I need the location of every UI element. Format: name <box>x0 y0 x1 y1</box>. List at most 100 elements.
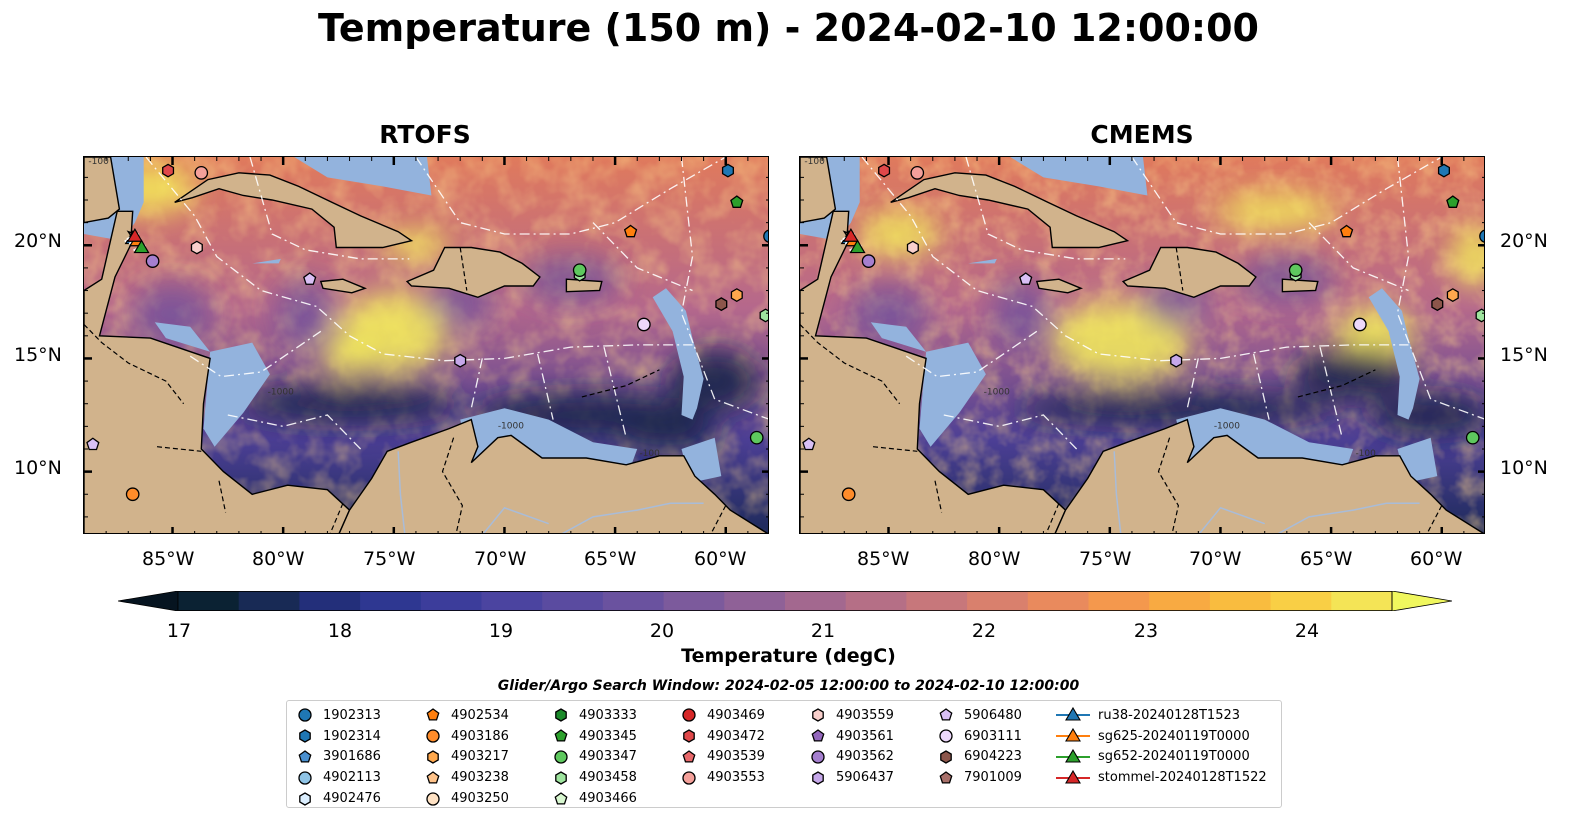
argo-float-6903111 <box>1353 317 1367 332</box>
pentagon-marker-icon <box>811 729 825 742</box>
legend-label: 4903539 <box>707 749 765 765</box>
colorbar-swatch <box>1209 591 1272 611</box>
legend-label: 7901009 <box>964 770 1022 786</box>
argo-float-4903347b <box>749 430 764 445</box>
lon-tick-85w-b: 85°W <box>857 548 910 570</box>
legend-item-4903466: 4903466 <box>551 788 637 809</box>
legend: 1902313 1902314 3901686 4902113 4902476 49025… <box>286 700 1282 808</box>
legend-item-sg652-20240119T0000: sg652-20240119T0000 <box>1056 747 1267 768</box>
cmems-map[interactable]: -100 -1000 -100 -1000 <box>799 156 1485 534</box>
legend-item-1902314: 1902314 <box>295 726 381 747</box>
colorbar-tick-22: 22 <box>971 620 997 642</box>
legend-label: 4903472 <box>707 728 765 744</box>
colorbar-over-extension <box>1391 590 1453 612</box>
search-window-caption: Glider/Argo Search Window: 2024-02-05 12… <box>497 678 1080 694</box>
circle-marker-icon <box>811 750 825 764</box>
legend-label: 5906480 <box>964 707 1022 723</box>
colorbar-swatch <box>420 591 483 611</box>
legend-label: 4902113 <box>323 770 381 786</box>
pentagon-marker-icon <box>298 750 312 763</box>
colorbar-swatch <box>845 591 907 611</box>
colorbar-swatch <box>724 591 786 611</box>
rtofs-map[interactable]: -100 -1000 -100 -1000 <box>83 156 769 534</box>
argo-float-1902314 <box>721 163 734 178</box>
argo-float-1902313 <box>1479 229 1484 243</box>
isobath-label: -100 <box>639 449 660 459</box>
lon-tick-65w-b: 65°W <box>1300 548 1353 570</box>
legend-item-4903562: 4903562 <box>808 747 894 768</box>
argo-float-5906480b <box>86 437 100 451</box>
legend-label: 4903250 <box>451 791 509 807</box>
pentagon-marker-icon <box>426 708 440 721</box>
legend-label: stommel-20240128T1522 <box>1098 770 1267 786</box>
legend-item-4903539: 4903539 <box>679 747 765 768</box>
argo-float-4903562 <box>145 254 160 268</box>
lat-tick-right-10n: 10°N <box>1500 457 1548 479</box>
argo-float-4903345 <box>1446 195 1460 208</box>
colorbar-tick-20: 20 <box>649 620 675 642</box>
legend-label: 4903333 <box>579 707 637 723</box>
colorbar-tick-24: 24 <box>1294 620 1320 642</box>
argo-float-5906480b <box>802 437 816 451</box>
isobath-label: -100 <box>1355 449 1376 459</box>
legend-item-4903333: 4903333 <box>551 705 637 726</box>
hexagon-marker-icon <box>555 708 567 723</box>
colorbar <box>117 590 1453 612</box>
argo-float-5906437 <box>1170 353 1183 368</box>
lat-tick-left-10n: 10°N <box>14 457 62 479</box>
legend-item-6904223: 6904223 <box>936 747 1022 768</box>
lon-tick-85w: 85°W <box>142 548 195 570</box>
argo-float-4903217 <box>730 288 743 303</box>
legend-label: 4903345 <box>579 728 637 744</box>
pentagon-marker-icon <box>554 791 568 805</box>
legend-item-4903458: 4903458 <box>551 767 637 788</box>
argo-float-4903458b <box>759 308 768 323</box>
circle-marker-icon <box>298 771 312 785</box>
legend-item-4902113: 4902113 <box>295 767 381 788</box>
legend-label: 3901686 <box>323 749 381 765</box>
circle-marker-icon <box>554 750 568 764</box>
legend-label: 4903553 <box>707 770 765 786</box>
argo-float-4903345 <box>730 195 744 208</box>
legend-item-4903345: 4903345 <box>551 726 637 747</box>
colorbar-tick-21: 21 <box>810 620 836 642</box>
argo-float-4903553 <box>194 165 209 180</box>
argo-float-4903347 <box>1288 263 1303 278</box>
argo-float-6903111 <box>637 317 651 332</box>
colorbar-swatch <box>1149 591 1211 611</box>
argo-float-5906480 <box>303 272 317 285</box>
argo-float-4903347 <box>572 263 587 278</box>
argo-float-4903186 <box>125 487 140 502</box>
colorbar-swatch <box>906 591 968 611</box>
legend-label: 4903347 <box>579 749 637 765</box>
triangle-marker-icon <box>1056 769 1090 784</box>
triangle-marker-icon <box>1056 748 1090 763</box>
legend-item-4902534: 4902534 <box>423 705 509 726</box>
glider-stommel-20240128T1522 <box>126 228 143 242</box>
legend-label: 4902534 <box>451 707 509 723</box>
colorbar-swatch <box>1331 591 1393 611</box>
circle-marker-icon <box>682 708 696 723</box>
legend-item-4903472: 4903472 <box>679 726 765 747</box>
legend-item-7901009: 7901009 <box>936 767 1022 788</box>
triangle-marker-icon <box>1056 707 1090 721</box>
lon-tick-65w: 65°W <box>584 548 637 570</box>
colorbar-label: Temperature (degC) <box>681 645 896 667</box>
legend-item-6903111: 6903111 <box>936 726 1022 747</box>
legend-column: 4902534 4903186 4903217 4903238 4903250 <box>423 705 509 809</box>
legend-label: 4903466 <box>579 791 637 807</box>
legend-item-5906437: 5906437 <box>808 767 894 788</box>
legend-label: 4902476 <box>323 791 381 807</box>
legend-item-4903238: 4903238 <box>423 767 509 788</box>
hexagon-marker-icon <box>299 791 311 806</box>
argo-float-4903472 <box>162 163 175 178</box>
legend-item-5906480: 5906480 <box>936 705 1022 726</box>
hexagon-marker-icon <box>940 750 952 764</box>
lat-tick-left-15n: 15°N <box>14 344 62 366</box>
circle-marker-icon <box>939 729 953 743</box>
colorbar-swatch <box>663 591 725 611</box>
lat-tick-right-15n: 15°N <box>1500 344 1548 366</box>
legend-item-4903469: 4903469 <box>679 705 765 726</box>
legend-item-4903217: 4903217 <box>423 747 509 768</box>
legend-label: 1902313 <box>323 707 381 723</box>
